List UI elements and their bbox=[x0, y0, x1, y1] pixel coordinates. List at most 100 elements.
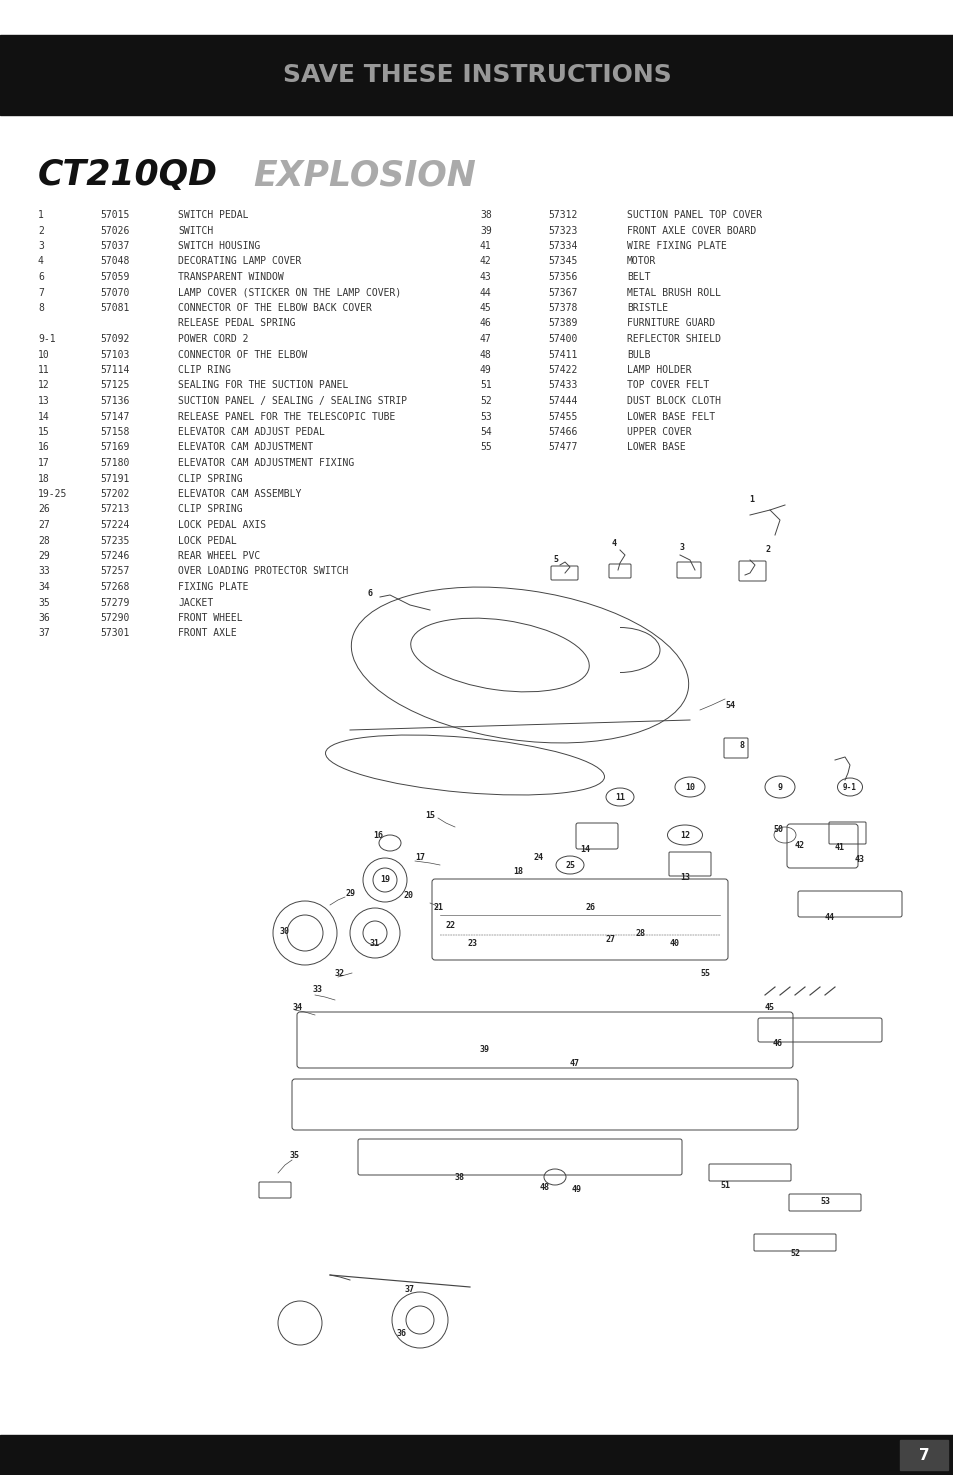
Text: ELEVATOR CAM ADJUSTMENT FIXING: ELEVATOR CAM ADJUSTMENT FIXING bbox=[178, 459, 354, 468]
Text: 3: 3 bbox=[679, 543, 684, 552]
Text: 27: 27 bbox=[38, 521, 50, 530]
Text: 27: 27 bbox=[604, 935, 615, 944]
Text: 37: 37 bbox=[405, 1286, 415, 1295]
Text: TOP COVER FELT: TOP COVER FELT bbox=[626, 381, 708, 391]
Text: 19-25: 19-25 bbox=[38, 490, 68, 499]
Text: 53: 53 bbox=[820, 1198, 829, 1207]
Text: RELEASE PEDAL SPRING: RELEASE PEDAL SPRING bbox=[178, 319, 295, 329]
Text: 53: 53 bbox=[479, 412, 491, 422]
Text: 57246: 57246 bbox=[100, 552, 130, 560]
Text: 2: 2 bbox=[38, 226, 44, 236]
Text: CT210QD: CT210QD bbox=[38, 158, 218, 192]
Text: 36: 36 bbox=[396, 1329, 407, 1338]
Text: 16: 16 bbox=[38, 442, 50, 453]
Text: ELEVATOR CAM ADJUSTMENT: ELEVATOR CAM ADJUSTMENT bbox=[178, 442, 313, 453]
Text: 26: 26 bbox=[38, 504, 50, 515]
Text: 57400: 57400 bbox=[547, 333, 577, 344]
Text: EXPLOSION: EXPLOSION bbox=[253, 158, 476, 192]
Text: 57147: 57147 bbox=[100, 412, 130, 422]
Text: 57444: 57444 bbox=[547, 395, 577, 406]
Text: SUCTION PANEL TOP COVER: SUCTION PANEL TOP COVER bbox=[626, 209, 761, 220]
Text: 15: 15 bbox=[38, 426, 50, 437]
Text: 20: 20 bbox=[402, 891, 413, 900]
Bar bbox=[0, 1435, 953, 1475]
Text: WIRE FIXING PLATE: WIRE FIXING PLATE bbox=[626, 240, 726, 251]
Text: 46: 46 bbox=[479, 319, 491, 329]
Text: SWITCH HOUSING: SWITCH HOUSING bbox=[178, 240, 260, 251]
Text: 57345: 57345 bbox=[547, 257, 577, 267]
Text: LOCK PEDAL AXIS: LOCK PEDAL AXIS bbox=[178, 521, 266, 530]
Text: 29: 29 bbox=[38, 552, 50, 560]
Text: 57125: 57125 bbox=[100, 381, 130, 391]
Text: 52: 52 bbox=[789, 1248, 800, 1258]
Text: 44: 44 bbox=[824, 913, 834, 922]
Text: 14: 14 bbox=[38, 412, 50, 422]
Text: 44: 44 bbox=[479, 288, 491, 298]
Text: 46: 46 bbox=[772, 1038, 782, 1047]
Bar bbox=[0, 35, 953, 115]
Text: 39: 39 bbox=[479, 1046, 490, 1055]
Text: 57356: 57356 bbox=[547, 271, 577, 282]
Text: CLIP RING: CLIP RING bbox=[178, 364, 231, 375]
Text: 57136: 57136 bbox=[100, 395, 130, 406]
Text: 5: 5 bbox=[553, 556, 558, 565]
Text: 8: 8 bbox=[38, 302, 44, 313]
Text: 13: 13 bbox=[679, 873, 689, 882]
Text: 57257: 57257 bbox=[100, 566, 130, 577]
Text: FIXING PLATE: FIXING PLATE bbox=[178, 583, 248, 591]
Text: 55: 55 bbox=[479, 442, 491, 453]
Text: SWITCH: SWITCH bbox=[178, 226, 213, 236]
Text: ELEVATOR CAM ASSEMBLY: ELEVATOR CAM ASSEMBLY bbox=[178, 490, 301, 499]
Text: 18: 18 bbox=[38, 473, 50, 484]
Text: 57466: 57466 bbox=[547, 426, 577, 437]
Text: 34: 34 bbox=[293, 1003, 303, 1012]
Text: 57268: 57268 bbox=[100, 583, 130, 591]
Text: 57367: 57367 bbox=[547, 288, 577, 298]
Text: 45: 45 bbox=[479, 302, 491, 313]
Text: 49: 49 bbox=[479, 364, 491, 375]
Text: 28: 28 bbox=[635, 928, 644, 938]
Text: 18: 18 bbox=[513, 867, 522, 876]
Text: 42: 42 bbox=[479, 257, 491, 267]
Text: 51: 51 bbox=[720, 1180, 729, 1189]
Text: DECORATING LAMP COVER: DECORATING LAMP COVER bbox=[178, 257, 301, 267]
Text: 2: 2 bbox=[764, 546, 770, 555]
Text: 12: 12 bbox=[38, 381, 50, 391]
Text: LOWER BASE FELT: LOWER BASE FELT bbox=[626, 412, 715, 422]
Text: 6: 6 bbox=[367, 589, 372, 597]
Text: 57422: 57422 bbox=[547, 364, 577, 375]
Text: METAL BRUSH ROLL: METAL BRUSH ROLL bbox=[626, 288, 720, 298]
Text: DUST BLOCK CLOTH: DUST BLOCK CLOTH bbox=[626, 395, 720, 406]
Text: 57114: 57114 bbox=[100, 364, 130, 375]
Text: CLIP SPRING: CLIP SPRING bbox=[178, 504, 242, 515]
Text: 57433: 57433 bbox=[547, 381, 577, 391]
Text: 38: 38 bbox=[479, 209, 491, 220]
Text: 7: 7 bbox=[918, 1447, 928, 1463]
Text: 57169: 57169 bbox=[100, 442, 130, 453]
Text: 4: 4 bbox=[611, 538, 616, 547]
Text: 54: 54 bbox=[724, 701, 734, 709]
Text: LAMP COVER (STICKER ON THE LAMP COVER): LAMP COVER (STICKER ON THE LAMP COVER) bbox=[178, 288, 401, 298]
Text: 57323: 57323 bbox=[547, 226, 577, 236]
Text: 57026: 57026 bbox=[100, 226, 130, 236]
Text: 11: 11 bbox=[38, 364, 50, 375]
Text: 43: 43 bbox=[479, 271, 491, 282]
Text: 6: 6 bbox=[38, 271, 44, 282]
Text: 54: 54 bbox=[479, 426, 491, 437]
Text: 57279: 57279 bbox=[100, 597, 130, 608]
Text: FRONT AXLE: FRONT AXLE bbox=[178, 628, 236, 639]
Text: 57455: 57455 bbox=[547, 412, 577, 422]
Text: 13: 13 bbox=[38, 395, 50, 406]
Text: 52: 52 bbox=[479, 395, 491, 406]
Text: 38: 38 bbox=[455, 1173, 464, 1181]
Text: FRONT AXLE COVER BOARD: FRONT AXLE COVER BOARD bbox=[626, 226, 756, 236]
Text: MOTOR: MOTOR bbox=[626, 257, 656, 267]
Text: 14: 14 bbox=[579, 845, 589, 854]
Text: 57378: 57378 bbox=[547, 302, 577, 313]
Text: JACKET: JACKET bbox=[178, 597, 213, 608]
Text: 16: 16 bbox=[373, 830, 382, 839]
Text: 57411: 57411 bbox=[547, 350, 577, 360]
Text: ELEVATOR CAM ADJUST PEDAL: ELEVATOR CAM ADJUST PEDAL bbox=[178, 426, 325, 437]
Text: BELT: BELT bbox=[626, 271, 650, 282]
Text: 12: 12 bbox=[679, 830, 689, 839]
